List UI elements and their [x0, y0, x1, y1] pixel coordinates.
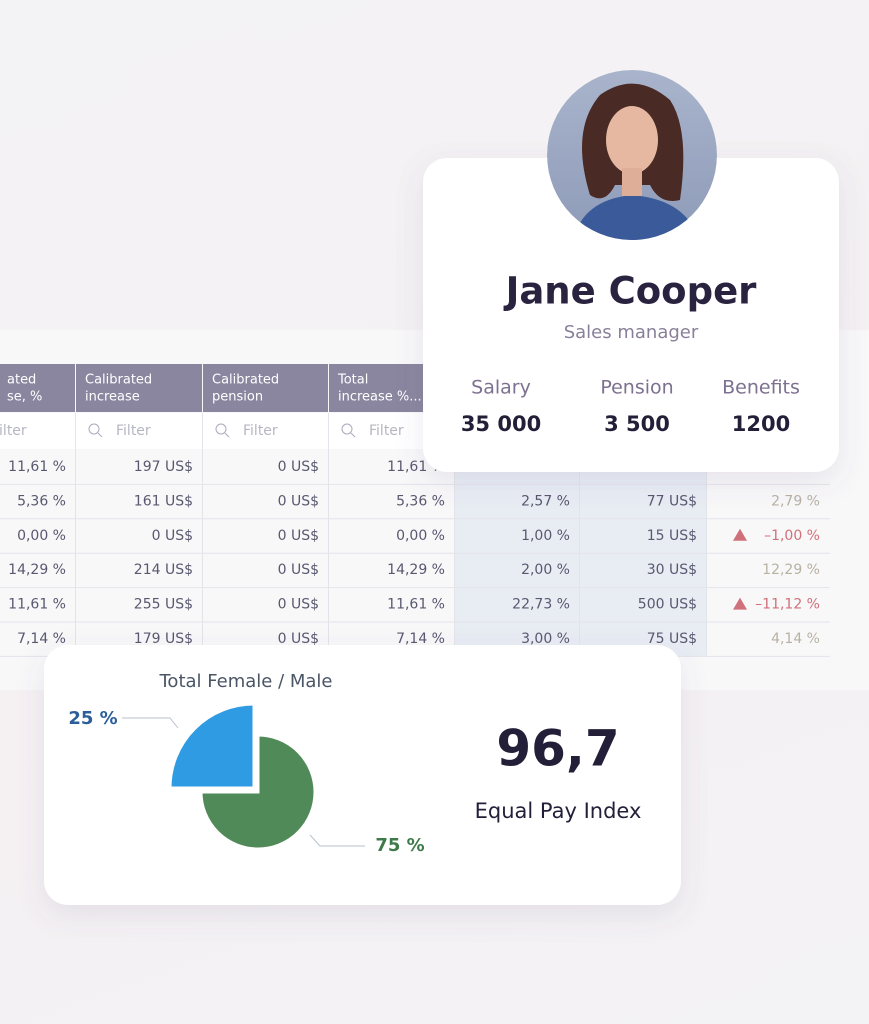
header-text: ated	[7, 373, 36, 388]
stat-label: Salary	[471, 377, 531, 399]
cell: 3,00 %	[521, 631, 570, 647]
pie-label: 25 %	[68, 708, 117, 729]
chart-card	[44, 645, 681, 905]
cell: 5,36 %	[17, 493, 66, 509]
header-text: se, %	[7, 390, 42, 405]
table: ated se, % Filter Calibrated increase Filter C…	[0, 364, 830, 657]
header-text: Total	[337, 373, 368, 388]
cell: 214 US$	[134, 562, 193, 578]
filter-placeholder: Filter	[369, 423, 404, 439]
profile-stats: Salary 35 000 Pension 3 500 Benefits 1200	[461, 377, 800, 437]
index-label: Equal Pay Index	[475, 799, 642, 823]
cell: 77 US$	[647, 493, 697, 509]
cell: 12,29 %	[762, 562, 820, 578]
header-text: increase %...	[338, 390, 422, 405]
index-value: 96,7	[496, 720, 619, 778]
filter-placeholder: Filter	[116, 423, 151, 439]
header-text: Calibrated	[85, 373, 152, 388]
cell: 11,61 %	[8, 459, 66, 475]
cell: 0 US$	[278, 528, 319, 544]
cell: 4,14 %	[771, 631, 820, 647]
cell: 255 US$	[134, 597, 193, 613]
header-cell	[203, 364, 328, 412]
leader-line	[122, 717, 179, 729]
search-icon	[215, 423, 227, 435]
chart-title: Total Female / Male	[159, 671, 333, 692]
search-icon	[224, 432, 230, 438]
cell: 0,00 %	[396, 528, 445, 544]
cell: 179 US$	[134, 631, 193, 647]
cell: 0 US$	[152, 528, 193, 544]
cell: 5,36 %	[396, 493, 445, 509]
cell: –11,12 %	[755, 597, 820, 613]
cell: 197 US$	[134, 459, 193, 475]
warning-icon	[733, 528, 747, 541]
pie-slice	[168, 702, 256, 790]
filter-placeholder: Filter	[0, 423, 27, 439]
cell: –1,00 %	[764, 528, 820, 544]
pie: 25 % 75 %	[68, 702, 425, 856]
cell: 2,00 %	[521, 562, 570, 578]
stat-value: 35 000	[461, 412, 541, 436]
profile-name: Jane Cooper	[503, 270, 758, 313]
cell: 14,29 %	[8, 562, 66, 578]
cell: 15 US$	[647, 528, 697, 544]
cell: 0,00 %	[17, 528, 66, 544]
header-text: increase	[85, 390, 140, 405]
header-text: pension	[212, 390, 263, 405]
cell: 0 US$	[278, 597, 319, 613]
search-icon	[88, 423, 100, 435]
header-cell	[0, 364, 75, 412]
search-icon	[350, 432, 356, 438]
filter-cell	[203, 413, 328, 449]
cell: 2,79 %	[771, 493, 820, 509]
header-cell	[76, 364, 202, 412]
cell: 0 US$	[278, 631, 319, 647]
cell: 500 US$	[638, 597, 697, 613]
stat-label: Pension	[600, 377, 673, 399]
pie-slice	[199, 733, 317, 851]
cell: 11,61 %	[387, 597, 445, 613]
stat-value: 1200	[732, 412, 790, 436]
cell: 1,00 %	[521, 528, 570, 544]
cell: 2,57 %	[521, 493, 570, 509]
cell: 75 US$	[647, 631, 697, 647]
search-icon	[341, 423, 353, 435]
header-text: Calibrated	[212, 373, 279, 388]
cell: 0 US$	[278, 459, 319, 475]
profile-card	[423, 158, 839, 472]
search-icon	[97, 432, 103, 438]
cell: 22,73 %	[512, 597, 570, 613]
pie-label: 75 %	[375, 835, 424, 856]
cell: 0 US$	[278, 562, 319, 578]
cell: 0 US$	[278, 493, 319, 509]
profile-role: Sales manager	[564, 322, 699, 343]
warning-icon	[733, 597, 747, 610]
cell: 7,14 %	[396, 631, 445, 647]
stat-value: 3 500	[604, 412, 670, 436]
cell: 7,14 %	[17, 631, 66, 647]
stat-label: Benefits	[722, 377, 800, 399]
cell: 30 US$	[647, 562, 697, 578]
filter-cell	[76, 413, 202, 449]
filter-placeholder: Filter	[243, 423, 278, 439]
cell: 11,61 %	[8, 597, 66, 613]
cell: 161 US$	[134, 493, 193, 509]
filter-cell	[0, 413, 75, 449]
leader-line	[309, 834, 365, 847]
cell: 14,29 %	[387, 562, 445, 578]
